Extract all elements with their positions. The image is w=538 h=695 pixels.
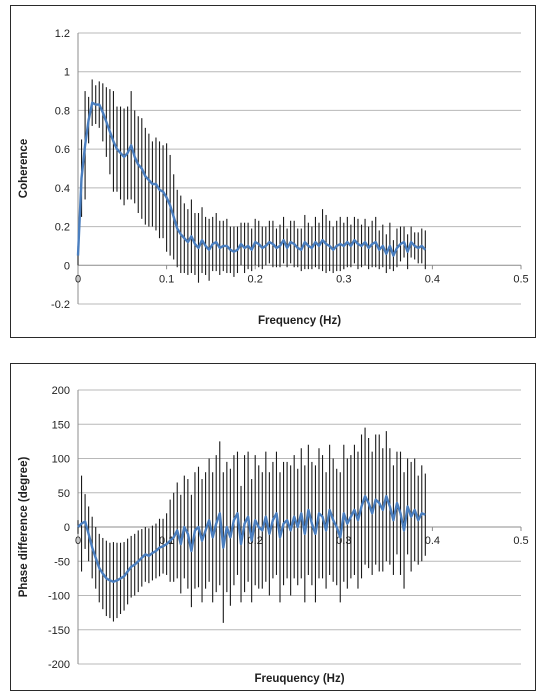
coherence-y-tick-label: 0.2 — [55, 222, 70, 234]
coherence-y-tick-label: 0.6 — [55, 144, 70, 156]
phase-y-tick-label: 200 — [52, 385, 70, 397]
coherence-y-tick-label: 0.4 — [55, 183, 70, 195]
phase-y-tick-label: -100 — [48, 591, 70, 603]
phase-y-tick-label: 0 — [64, 522, 70, 534]
coherence-y-tick-label: -0.2 — [51, 299, 70, 311]
coherence-y-tick-label: 1 — [64, 67, 70, 79]
phase-x-axis-title: Freuquency (Hz) — [254, 673, 344, 685]
phase-y-axis-title: Phase difference (degree) — [18, 457, 30, 598]
coherence-y-tick-label: 1.2 — [55, 28, 70, 40]
phase-y-tick-label: 150 — [52, 419, 70, 431]
coherence-x-tick-label: 0.2 — [248, 273, 263, 285]
coherence-x-axis-title: Frequency (Hz) — [258, 315, 341, 327]
phase-y-tick-label: -150 — [48, 625, 70, 637]
coherence-y-axis-title: Coherence — [18, 139, 30, 198]
phase-series-line — [77, 494, 426, 584]
coherence-x-tick-label: 0.3 — [336, 273, 351, 285]
coherence-x-tick-label: 0.1 — [159, 273, 174, 285]
coherence-chart-panel: -0.2 0 0.2 0.4 0.6 0.8 1 1.2 0 0.1 0.2 0.3 0.4 0.5 Fre… — [10, 5, 536, 338]
coherence-x-tick-label: 0 — [75, 273, 81, 285]
coherence-series-line — [76, 101, 427, 257]
phase-y-tick-label: 100 — [52, 454, 70, 466]
phase-x-tick-label: 0 — [75, 535, 81, 547]
coherence-chart: -0.2 0 0.2 0.4 0.6 0.8 1 1.2 0 0.1 0.2 0.3 0.4 0.5 Fre… — [18, 28, 529, 327]
coherence-y-tick-label: 0 — [64, 260, 70, 272]
phase-x-tick-label: 0.4 — [425, 535, 440, 547]
phase-chart-panel: -200 -150 -100 -50 0 50 100 150 200 0 0.1 0.2 0.3 0.4… — [10, 363, 536, 691]
phase-y-tick-label: -200 — [48, 659, 70, 671]
phase-y-tick-label: 50 — [58, 488, 70, 500]
coherence-x-tick-label: 0.5 — [513, 273, 528, 285]
coherence-x-tick-label: 0.4 — [425, 273, 440, 285]
phase-x-tick-label: 0.5 — [513, 535, 528, 547]
phase-y-tick-label: -50 — [54, 556, 70, 568]
coherence-y-tick-label: 0.8 — [55, 105, 70, 117]
